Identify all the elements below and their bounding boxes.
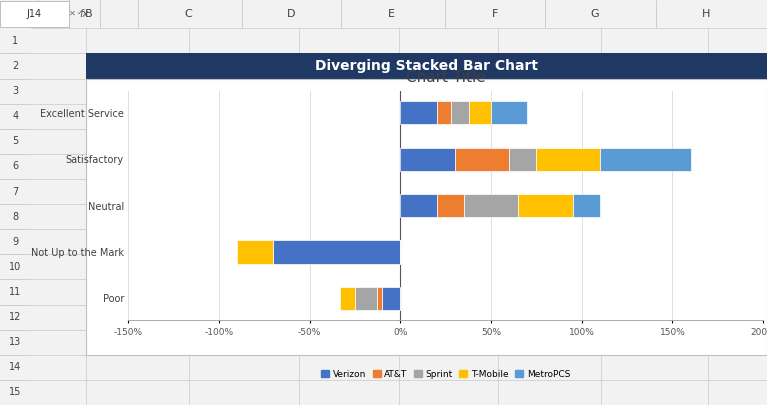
FancyBboxPatch shape (0, 2, 69, 27)
Text: fx: fx (80, 9, 89, 19)
Text: 15: 15 (9, 388, 21, 397)
Bar (436, 194, 464, 217)
Text: J14: J14 (27, 9, 42, 19)
Text: 9: 9 (12, 237, 18, 247)
Bar (600, 147, 690, 171)
Bar (377, 287, 382, 310)
Text: 8: 8 (12, 212, 18, 222)
Bar (536, 147, 600, 171)
Bar (341, 287, 355, 310)
Text: 2: 2 (12, 61, 18, 71)
Text: A: A (27, 9, 35, 19)
Bar (382, 287, 400, 310)
Bar (509, 147, 536, 171)
Bar (573, 194, 600, 217)
Text: 5: 5 (12, 136, 18, 146)
Bar (400, 194, 436, 217)
Text: 7: 7 (12, 187, 18, 196)
Text: 1: 1 (12, 36, 18, 46)
Bar (400, 101, 436, 124)
FancyBboxPatch shape (86, 53, 767, 79)
Bar (464, 194, 518, 217)
Legend: Verizon, AT&T, Sprint, T-Mobile, MetroPCS: Verizon, AT&T, Sprint, T-Mobile, MetroPC… (318, 366, 574, 382)
Text: 14: 14 (9, 362, 21, 372)
Text: 3: 3 (12, 86, 18, 96)
Text: G: G (590, 9, 599, 19)
Bar (455, 147, 509, 171)
Text: ✕: ✕ (69, 8, 77, 17)
Bar (355, 287, 377, 310)
Text: 11: 11 (9, 287, 21, 297)
Bar (436, 101, 451, 124)
Bar (491, 101, 527, 124)
Text: E: E (387, 9, 395, 19)
Text: D: D (287, 9, 296, 19)
Bar (469, 101, 491, 124)
Bar (400, 147, 455, 171)
Text: F: F (492, 9, 498, 19)
Text: 12: 12 (9, 312, 21, 322)
Text: H: H (702, 9, 709, 19)
Text: ✓: ✓ (77, 8, 84, 17)
Bar (451, 101, 469, 124)
Bar (518, 194, 573, 217)
Bar (273, 240, 400, 264)
Text: Diverging Stacked Bar Chart: Diverging Stacked Bar Chart (315, 59, 538, 73)
Text: B: B (84, 9, 92, 19)
Text: 13: 13 (9, 337, 21, 347)
Text: 10: 10 (9, 262, 21, 272)
Title: Chart Title: Chart Title (406, 70, 486, 85)
Text: 4: 4 (12, 111, 18, 121)
Text: C: C (184, 9, 192, 19)
Text: 6: 6 (12, 162, 18, 171)
FancyBboxPatch shape (86, 79, 767, 355)
Bar (237, 240, 273, 264)
